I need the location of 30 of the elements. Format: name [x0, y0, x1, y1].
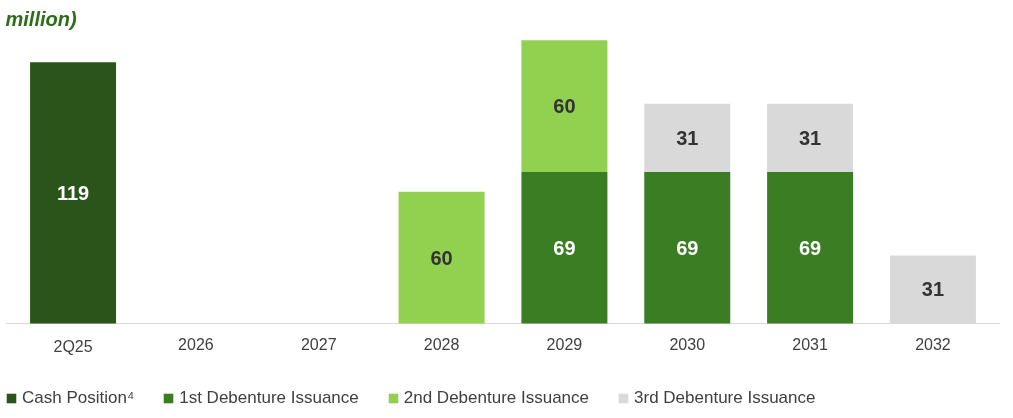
- x-tick-label: 2031: [792, 335, 828, 353]
- legend-label: 1st Debenture Issuance: [179, 388, 359, 408]
- bar: [767, 103, 854, 172]
- bar: [30, 62, 117, 324]
- data-label: 69: [798, 236, 822, 259]
- chart-title: million): [5, 7, 77, 30]
- bar: [521, 40, 608, 172]
- data-label: 31: [798, 126, 822, 149]
- legend-label: 2nd Debenture Issuance: [403, 388, 590, 408]
- data-label: 31: [921, 278, 945, 301]
- x-tick-label: 2032: [915, 335, 951, 353]
- data-label: 60: [430, 246, 453, 269]
- bar: [644, 103, 731, 172]
- x-tick-label: 2026: [178, 335, 214, 353]
- x-tick-label: 2027: [300, 335, 337, 353]
- x-tick-label: 2029: [546, 335, 583, 353]
- legend-label: Cash Position⁴: [22, 388, 135, 408]
- bar: [767, 171, 854, 324]
- data-label: 60: [553, 95, 576, 118]
- data-label: 69: [676, 236, 699, 259]
- x-tick-label: 2030: [669, 335, 706, 353]
- bar: [521, 171, 608, 324]
- bar: [398, 191, 485, 324]
- legend-label: 3rd Debenture Issuance: [634, 388, 816, 408]
- data-label: 69: [553, 236, 576, 259]
- data-label: 31: [676, 126, 699, 149]
- data-label: 119: [56, 181, 90, 204]
- bar: [644, 171, 731, 324]
- x-tick-label: 2Q25: [53, 337, 93, 355]
- x-tick-label: 2028: [423, 335, 460, 353]
